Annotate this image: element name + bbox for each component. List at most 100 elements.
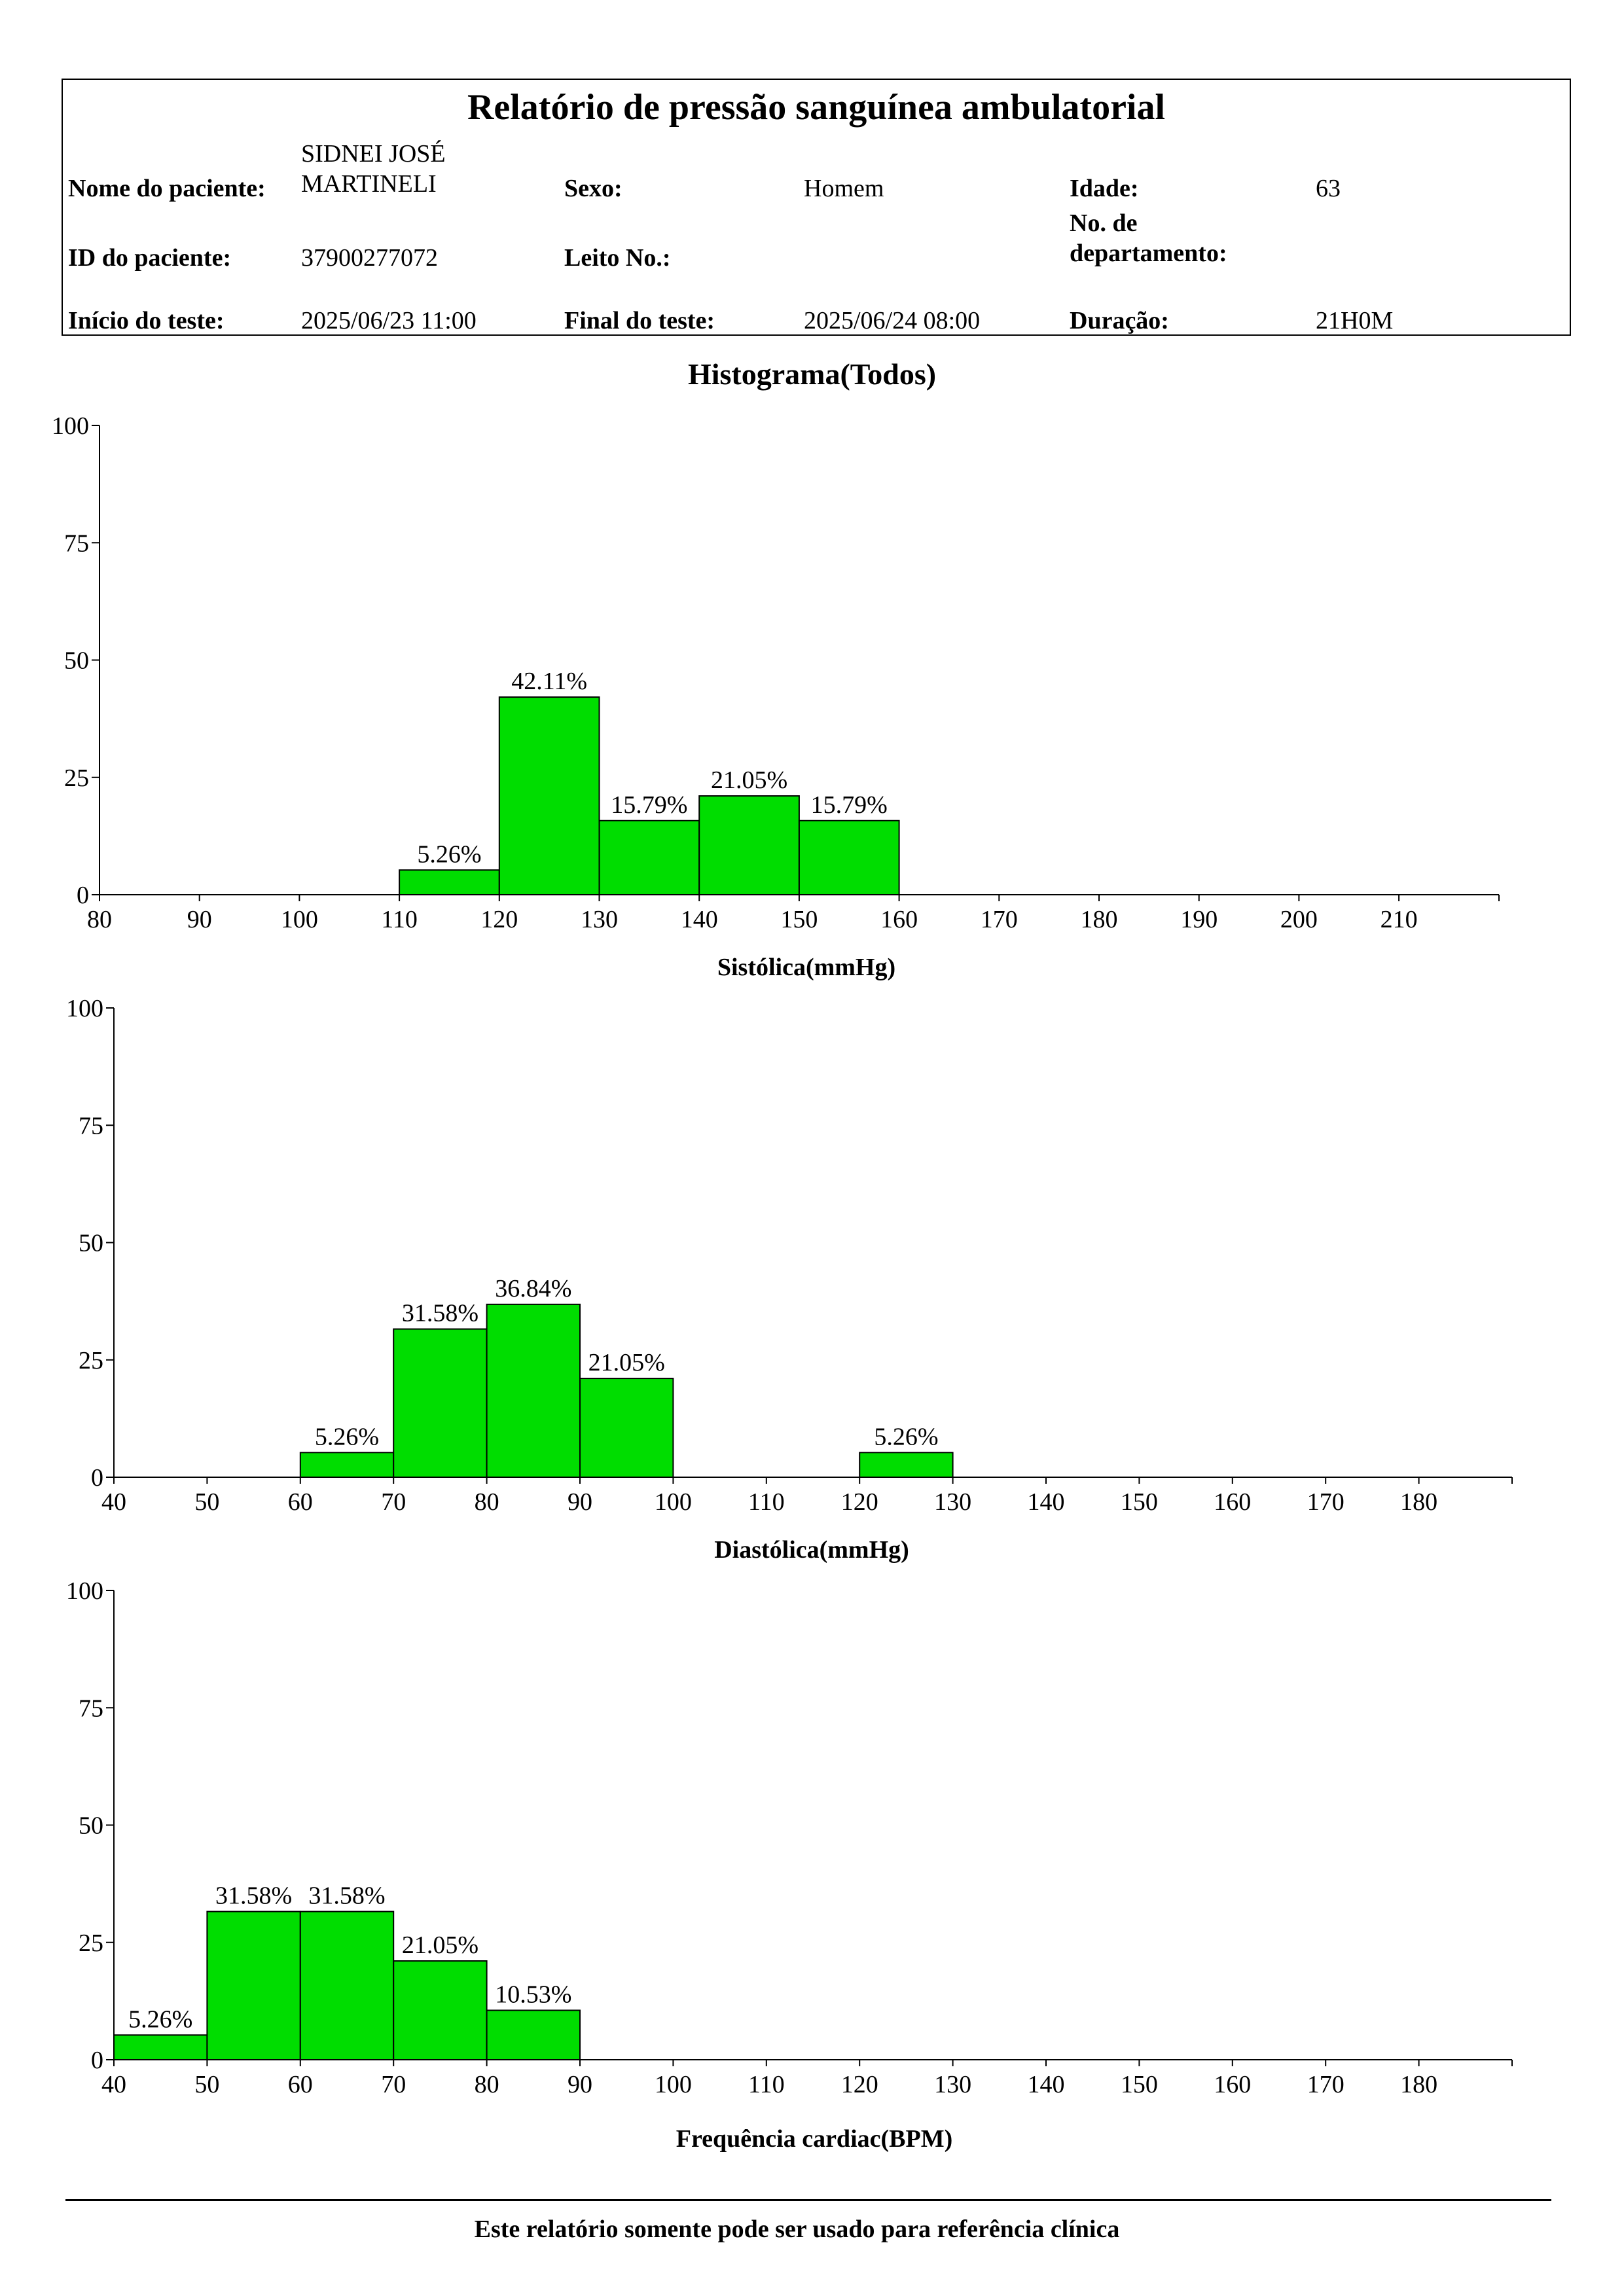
histogram-bar	[579, 1378, 674, 1478]
histogram-bar	[598, 819, 700, 896]
histogram-bar	[486, 2009, 581, 2060]
x-tick-label: 60	[288, 1488, 313, 1516]
histogram-bar	[798, 819, 900, 896]
bar-value-label: 31.58%	[402, 1300, 478, 1327]
histogram-bar	[113, 2034, 208, 2061]
age-value: 63	[1316, 175, 1341, 202]
patient-id-value: 37900277072	[301, 244, 438, 272]
x-tick-label: 40	[101, 2071, 126, 2098]
y-tick-label: 100	[66, 995, 103, 1022]
x-tick-label: 110	[748, 2071, 785, 2098]
y-tick-label: 100	[66, 1577, 103, 1605]
bar-value-label: 15.79%	[811, 791, 888, 819]
department-label-line2: departamento:	[1070, 240, 1227, 267]
x-tick-label: 100	[281, 906, 318, 933]
x-tick-label: 130	[934, 2071, 971, 2098]
x-tick-label: 120	[841, 2071, 878, 2098]
x-tick-label: 150	[1121, 1488, 1158, 1516]
x-tick-label: 80	[87, 906, 112, 933]
x-tick-label: 90	[187, 906, 212, 933]
x-tick-label: 70	[381, 1488, 406, 1516]
heart-rate-histogram: 5.26% 31.58% 31.58% 21.05% 10.53% 0 25 50 75 100 4…	[66, 1577, 1513, 2153]
bar-value-label: 10.53%	[495, 1981, 571, 2009]
department-label-line1: No. de	[1070, 209, 1138, 237]
bar-value-label: 31.58%	[215, 1882, 292, 1910]
y-tick-label: 0	[91, 1464, 103, 1492]
x-tick-label: 50	[194, 1488, 219, 1516]
histogram-bar	[859, 1452, 954, 1479]
histogram-bar	[206, 1910, 301, 2061]
x-tick-label: 140	[681, 906, 718, 933]
x-tick-label: 50	[194, 2071, 219, 2098]
patient-info-box: Relatório de pressão sanguínea ambulator…	[62, 79, 1571, 336]
histogram-bar	[498, 696, 600, 895]
bar-value-label: 36.84%	[495, 1275, 571, 1302]
y-tick-label: 75	[64, 529, 89, 557]
x-tick-label: 190	[1180, 906, 1218, 933]
x-tick-label: 110	[381, 906, 418, 933]
sex-label: Sexo:	[564, 175, 623, 202]
x-tick-label: 150	[1121, 2071, 1158, 2098]
y-tick-label: 75	[79, 1695, 103, 1722]
x-tick-label: 110	[748, 1488, 785, 1516]
histogram-bar	[393, 1960, 488, 2060]
x-tick-label: 60	[288, 2071, 313, 2098]
bar-value-label: 15.79%	[611, 791, 687, 819]
patient-name-label: Nome do paciente:	[68, 175, 266, 202]
x-tick-label: 70	[381, 2071, 406, 2098]
x-tick-label: 180	[1400, 2071, 1437, 2098]
x-axis-title: Sistólica(mmHg)	[717, 954, 895, 981]
footer-divider	[65, 2199, 1551, 2201]
x-tick-label: 160	[1214, 2071, 1251, 2098]
patient-name-value-line1: SIDNEI JOSÉ	[301, 140, 446, 168]
y-tick-label: 50	[79, 1230, 103, 1257]
test-end-label: Final do teste:	[564, 307, 715, 334]
x-tick-label: 180	[1081, 906, 1118, 933]
duration-label: Duração:	[1070, 307, 1169, 334]
x-axis-title: Frequência cardiac(BPM)	[676, 2125, 952, 2153]
report-title: Relatório de pressão sanguínea ambulator…	[467, 87, 1166, 128]
y-tick-label: 50	[64, 647, 89, 675]
x-tick-label: 170	[1307, 2071, 1344, 2098]
x-tick-label: 130	[934, 1488, 971, 1516]
sex-value: Homem	[804, 175, 884, 202]
y-tick-label: 0	[77, 882, 89, 909]
test-start-value: 2025/06/23 11:00	[301, 307, 477, 334]
x-tick-label: 120	[841, 1488, 878, 1516]
bar-value-label: 21.05%	[588, 1349, 665, 1376]
x-tick-label: 90	[568, 1488, 592, 1516]
histogram-bar	[299, 1910, 395, 2061]
y-tick-label: 50	[79, 1812, 103, 1840]
test-start-label: Início do teste:	[68, 307, 225, 334]
x-tick-label: 80	[475, 1488, 499, 1516]
duration-value: 21H0M	[1316, 307, 1394, 334]
x-tick-label: 150	[780, 906, 818, 933]
y-tick-label: 75	[79, 1112, 103, 1139]
histogram-bar	[698, 795, 800, 895]
bar-value-label: 5.26%	[417, 840, 481, 868]
diastolic-histogram: 5.26% 31.58% 36.84% 21.05% 5.26% 0 25 50 75 100 40…	[66, 995, 1513, 1564]
histogram-title: Histograma(Todos)	[687, 357, 937, 391]
x-tick-label: 210	[1380, 906, 1418, 933]
y-tick-label: 25	[64, 764, 89, 792]
bar-value-label: 5.26%	[315, 1423, 379, 1450]
footer-disclaimer: Este relatório somente pode ser usado pa…	[474, 2215, 1120, 2243]
patient-id-label: ID do paciente:	[68, 244, 232, 272]
bar-value-label: 5.26%	[874, 1423, 938, 1450]
histogram-bar	[399, 869, 500, 896]
x-tick-label: 100	[655, 2071, 692, 2098]
bar-value-label: 5.26%	[128, 2005, 192, 2033]
histogram-bar	[393, 1328, 488, 1479]
histogram-bar	[486, 1303, 581, 1478]
age-label: Idade:	[1070, 175, 1139, 202]
patient-name-value-line2: MARTINELI	[301, 170, 437, 198]
x-axis-title: Diastólica(mmHg)	[714, 1536, 909, 1564]
x-tick-label: 160	[880, 906, 918, 933]
y-tick-label: 25	[79, 1347, 103, 1374]
bed-label: Leito No.:	[564, 244, 671, 272]
x-tick-label: 120	[480, 906, 518, 933]
y-tick-label: 0	[91, 2047, 103, 2074]
histogram-bar	[299, 1452, 395, 1479]
x-tick-label: 80	[475, 2071, 499, 2098]
x-tick-label: 160	[1214, 1488, 1251, 1516]
